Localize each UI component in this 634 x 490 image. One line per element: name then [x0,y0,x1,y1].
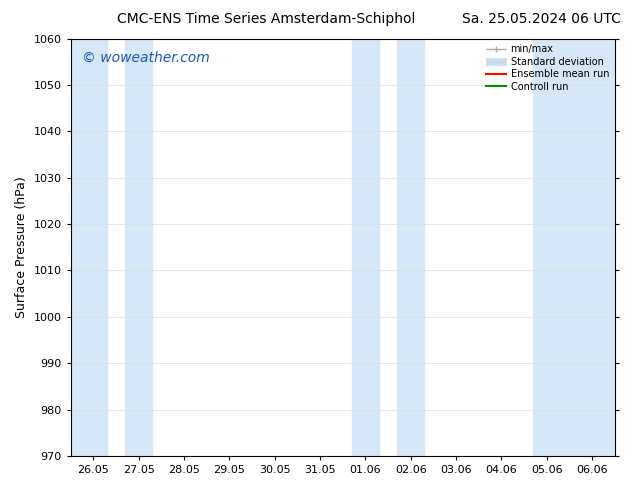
Bar [125,39,152,456]
Legend: min/max, Standard deviation, Ensemble mean run, Controll run: min/max, Standard deviation, Ensemble me… [483,42,612,95]
Y-axis label: Surface Pressure (hPa): Surface Pressure (hPa) [15,176,28,318]
Bar [71,39,107,456]
Bar [397,39,424,456]
Text: © woweather.com: © woweather.com [82,51,209,65]
Bar [352,39,379,456]
Text: Sa. 25.05.2024 06 UTC: Sa. 25.05.2024 06 UTC [462,12,621,26]
Bar [533,39,615,456]
Text: CMC-ENS Time Series Amsterdam-Schiphol: CMC-ENS Time Series Amsterdam-Schiphol [117,12,415,26]
